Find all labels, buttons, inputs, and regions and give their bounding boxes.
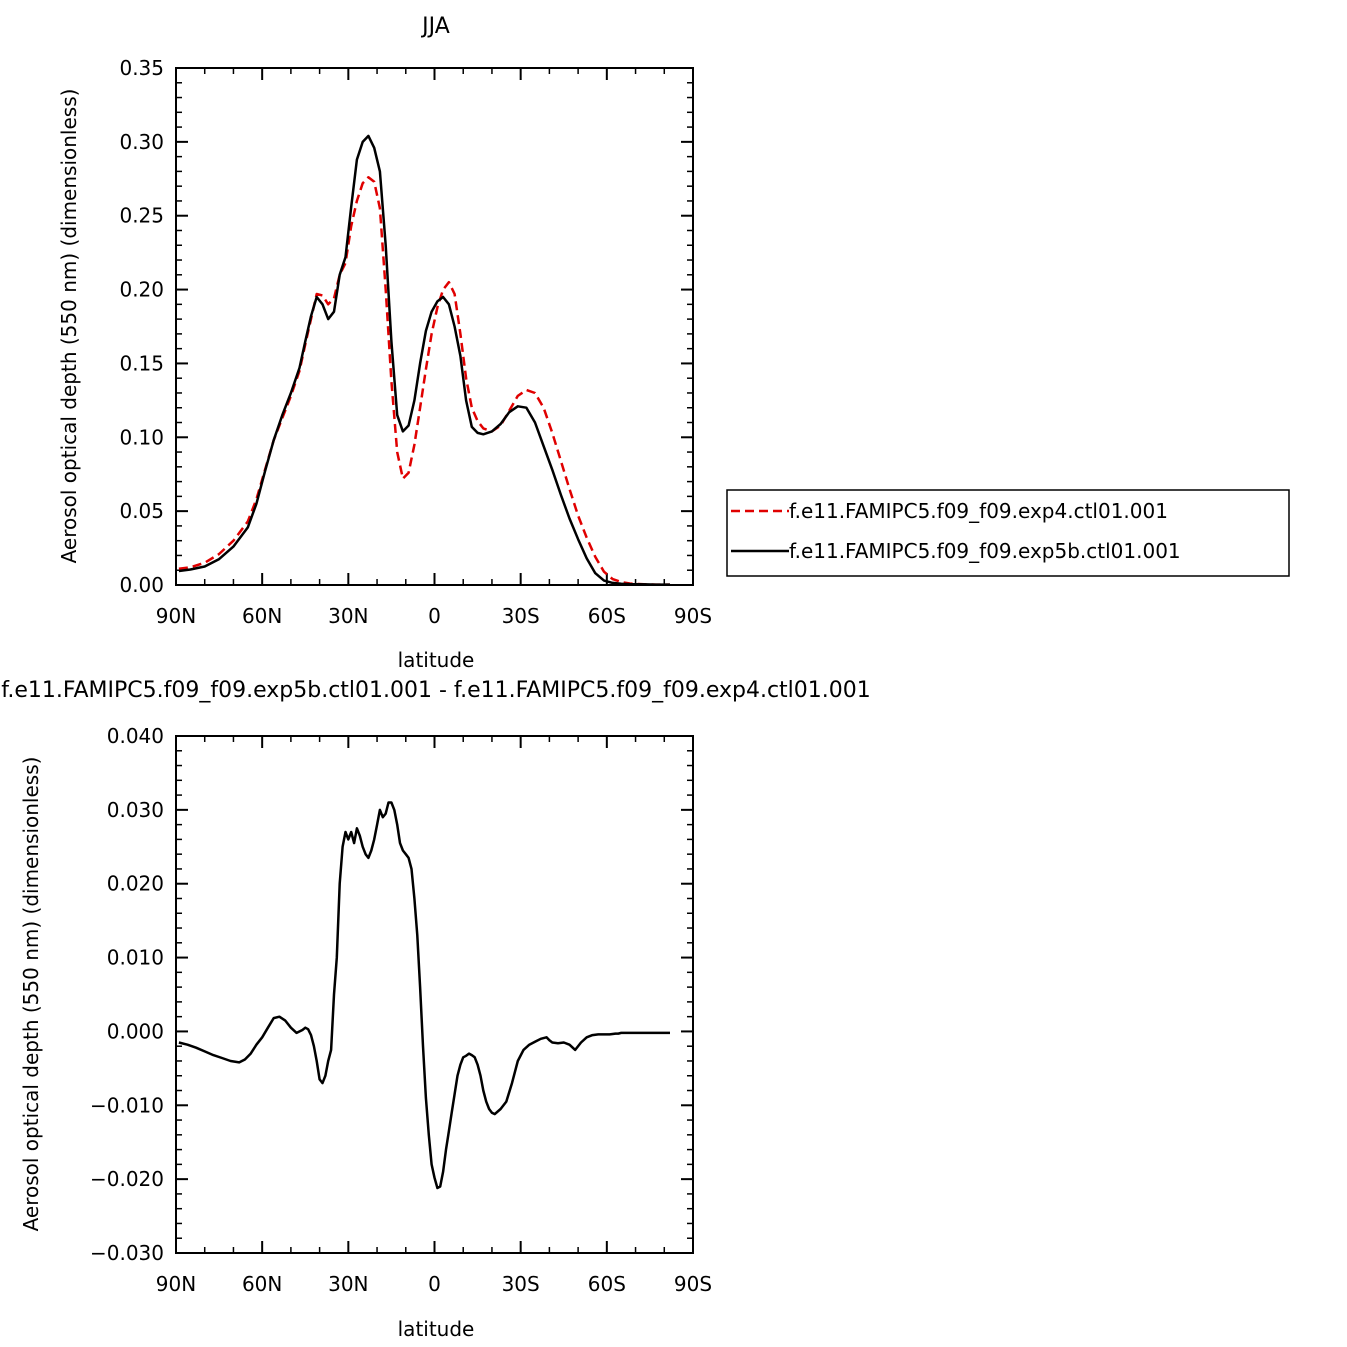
bottom-y-tick-label: 0.020 [107, 872, 164, 896]
bottom-x-tick-label: 90N [156, 1272, 196, 1296]
top-y-tick-label: 0.20 [119, 278, 164, 302]
bottom-series-line-0 [178, 801, 670, 1190]
top-y-tick-label: 0.30 [119, 130, 164, 154]
bottom-x-tick-label: 60N [242, 1272, 282, 1296]
bottom-x-tick-label: 60S [588, 1272, 626, 1296]
top-y-tick-label: 0.10 [119, 425, 164, 449]
top-chart-title: JJA [420, 14, 450, 39]
top-y-axis-label: Aerosol optical depth (550 nm) (dimensio… [57, 89, 81, 564]
top-x-axis-label: latitude [398, 648, 475, 672]
top-x-tick-label: 90S [674, 604, 712, 628]
bottom-panel: f.e11.FAMIPC5.f09_f09.exp5b.ctl01.001 - … [1, 678, 871, 1341]
top-x-tick-label: 30S [502, 604, 540, 628]
bottom-x-tick-label: 30S [502, 1272, 540, 1296]
top-plot-frame [175, 67, 694, 586]
bottom-y-tick-label: −0.030 [90, 1241, 164, 1265]
top-x-tick-label: 60S [588, 604, 626, 628]
legend-box [726, 489, 1290, 577]
bottom-ticks: −0.030 −0.020 −0.010 0.000 0.010 0.020 0.030 0.… [90, 724, 712, 1296]
top-x-tick-label: 60N [242, 604, 282, 628]
top-plot-area [178, 134, 670, 586]
legend-label-exp5b: f.e11.FAMIPC5.f09_f09.exp5b.ctl01.001 [789, 539, 1181, 563]
bottom-y-tick-label: 0.010 [107, 946, 164, 970]
top-y-tick-label: 0.00 [119, 573, 164, 597]
bottom-plot-area [178, 801, 670, 1190]
top-series-line-0 [178, 176, 670, 586]
top-ticks: 0.00 0.05 0.10 0.15 0.20 0.25 0.30 0.35 90N 60N 30… [119, 56, 712, 628]
top-x-tick-label: 0 [428, 604, 441, 628]
bottom-x-tick-label: 90S [674, 1272, 712, 1296]
bottom-chart-title: f.e11.FAMIPC5.f09_f09.exp5b.ctl01.001 - … [1, 678, 871, 703]
bottom-y-tick-label: 0.000 [107, 1019, 164, 1043]
bottom-y-tick-label: 0.030 [107, 798, 164, 822]
top-x-tick-label: 30N [328, 604, 368, 628]
bottom-x-tick-label: 0 [428, 1272, 441, 1296]
top-x-tick-label: 90N [156, 604, 196, 628]
bottom-x-tick-label: 30N [328, 1272, 368, 1296]
legend-label-exp4: f.e11.FAMIPC5.f09_f09.exp4.ctl01.001 [789, 499, 1168, 523]
bottom-plot-frame [175, 735, 694, 1254]
top-y-tick-label: 0.25 [119, 204, 164, 228]
bottom-y-tick-label: 0.040 [107, 724, 164, 748]
top-y-tick-label: 0.15 [119, 351, 164, 375]
bottom-y-tick-label: −0.010 [90, 1093, 164, 1117]
legend: f.e11.FAMIPC5.f09_f09.exp4.ctl01.001 f.e… [726, 489, 1290, 577]
bottom-y-tick-label: −0.020 [90, 1167, 164, 1191]
top-series-line-1 [178, 134, 670, 586]
bottom-x-axis-label: latitude [398, 1317, 475, 1341]
bottom-y-axis-label: Aerosol optical depth (550 nm) (dimensio… [19, 757, 43, 1232]
top-y-tick-label: 0.05 [119, 499, 164, 523]
top-panel: JJA Aerosol optical depth (550 nm) (dime… [57, 14, 712, 672]
top-y-tick-label: 0.35 [119, 56, 164, 80]
